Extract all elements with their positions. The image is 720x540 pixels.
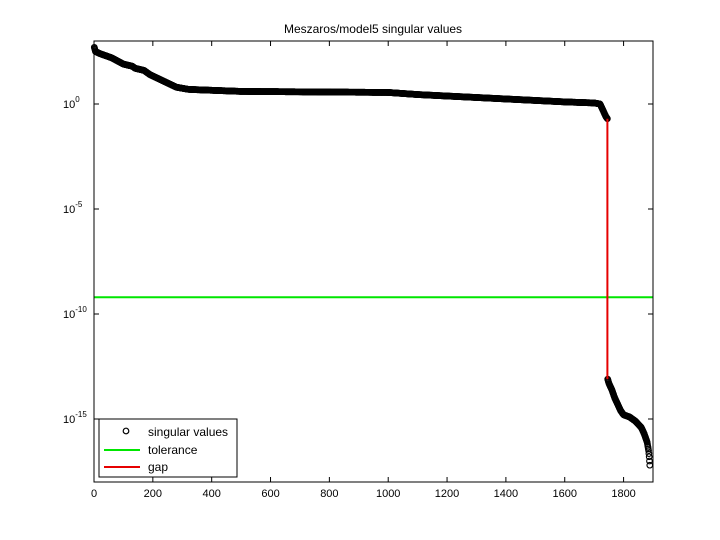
x-tick-label: 400: [203, 488, 221, 500]
singular-value-point: [645, 450, 653, 458]
x-tick-label: 600: [261, 488, 279, 500]
x-tick-label: 800: [320, 488, 338, 500]
legend: singular values tolerance gap: [98, 418, 238, 478]
x-tick-label: 0: [91, 488, 97, 500]
chart-title: Meszaros/model5 singular values: [284, 22, 462, 36]
singular-values-series: [90, 43, 654, 469]
y-tick-label: 10-15: [63, 410, 87, 426]
x-tick-label: 1000: [376, 488, 400, 500]
x-tick-label: 1200: [435, 488, 459, 500]
x-tick-label: 1400: [494, 488, 518, 500]
y-tick-label: 10-5: [63, 200, 83, 216]
y-tick-label: 100: [63, 95, 80, 111]
plot-frame: [93, 40, 654, 483]
singular-value-point: [645, 447, 652, 454]
x-tick-label: 200: [144, 488, 162, 500]
legend-label-gap: gap: [148, 460, 168, 474]
plot-area: [94, 41, 653, 482]
axes-layer: 0 200 400 600 800 1000 1200 1400 1600 1800 100 10-5…: [63, 41, 653, 500]
x-tick-label: 1600: [552, 488, 576, 500]
legend-label-singular-values: singular values: [148, 425, 228, 439]
singular-value-point: [645, 453, 653, 461]
legend-marker-singular-values: [122, 427, 130, 435]
x-tick-label: 1800: [611, 488, 635, 500]
legend-label-tolerance: tolerance: [148, 443, 198, 457]
singular-value-point: [646, 457, 653, 465]
data-layer: [90, 43, 654, 469]
y-tick-label: 10-10: [63, 305, 87, 321]
